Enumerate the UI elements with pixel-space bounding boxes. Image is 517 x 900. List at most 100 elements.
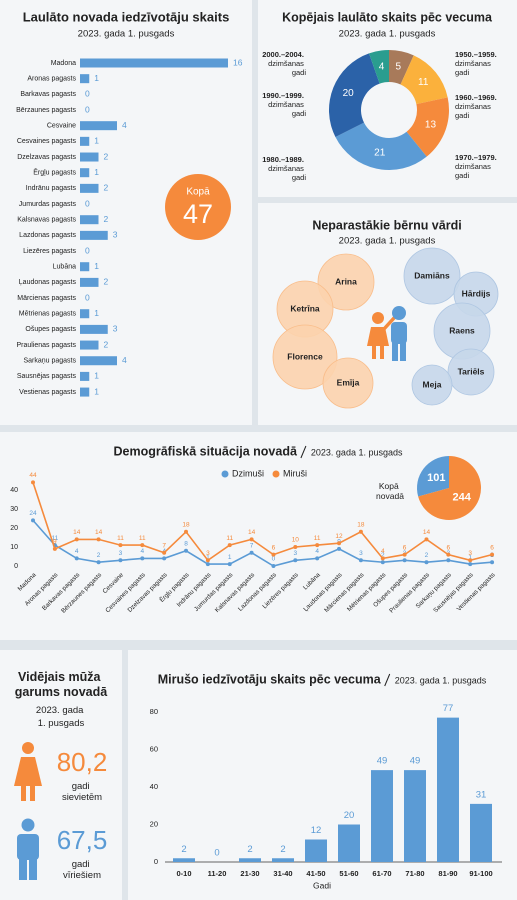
bar	[80, 309, 90, 319]
value-label: 1	[94, 386, 99, 396]
chart-subtitle: 2023. gada 1. pusgads	[339, 29, 436, 40]
chart-subtitle: 2023. gada 1. pusgads	[78, 29, 175, 40]
value-label: 20	[344, 810, 355, 821]
value-label: 9	[53, 539, 57, 546]
category-label: Vestienas pagasts	[19, 389, 76, 396]
value-label: 77	[443, 703, 454, 714]
series-line	[32, 482, 493, 562]
legend-marker	[221, 470, 229, 478]
point	[402, 558, 407, 563]
panel-subtitle: 2023. gada 1. pusgads	[339, 236, 436, 247]
x-axis-label: Gadi	[313, 880, 331, 890]
pie-label: Kopā novadā	[376, 481, 404, 501]
category-label: Madona	[51, 60, 76, 67]
name-bubble	[411, 364, 453, 406]
name-label: Emīja	[337, 377, 360, 387]
value-label: 1	[94, 73, 99, 83]
donut-segment	[369, 50, 389, 84]
value-label: 11	[51, 535, 58, 542]
value-label: 11	[418, 77, 429, 88]
category-label: 2000.–2004. dzimšanas gadi	[262, 50, 306, 77]
value-label: 12	[335, 533, 343, 540]
bar	[470, 803, 492, 862]
value-label: 3	[113, 230, 118, 240]
bar	[437, 717, 459, 862]
point	[31, 518, 35, 523]
bar	[80, 215, 99, 225]
category-label: Dzelzavas pagasts	[17, 154, 76, 161]
title-separator	[300, 445, 307, 459]
name-bubble	[322, 357, 374, 409]
name-bubble	[272, 324, 338, 390]
chart-title: Demogrāfiskā situācija novadā	[114, 444, 298, 458]
name-label: Florence	[287, 351, 323, 361]
point	[271, 564, 276, 568]
name-label: Raens	[449, 325, 475, 335]
point	[424, 560, 429, 565]
donut-segment	[389, 50, 414, 85]
value-label: 1	[94, 167, 99, 177]
point	[468, 558, 473, 563]
point	[205, 562, 210, 567]
x-tick-label: 51-60	[339, 869, 358, 878]
bar	[80, 340, 99, 350]
point	[140, 543, 145, 548]
donut-segment	[329, 53, 380, 138]
value-label: 3	[294, 550, 298, 557]
point	[315, 543, 320, 548]
panel-title: Neparastākie bērnu vārdi	[312, 218, 461, 232]
value-label: 49	[377, 756, 388, 767]
value-label: 2	[104, 277, 109, 287]
point	[74, 537, 79, 542]
point	[184, 548, 189, 553]
name-bubble	[317, 253, 375, 311]
point	[446, 558, 451, 563]
value-label: 1	[94, 308, 99, 318]
value-label: 11	[226, 535, 233, 542]
point	[249, 550, 254, 555]
value-label: 6	[272, 544, 276, 551]
point	[118, 558, 123, 563]
category-label: Lubāna	[53, 264, 76, 271]
value-label: 16	[233, 57, 243, 67]
y-tick-label: 0	[14, 563, 18, 570]
point	[184, 529, 189, 534]
value-label: 4	[122, 120, 127, 130]
y-tick-label: 10	[10, 544, 18, 551]
point	[293, 558, 298, 563]
total-value: 47	[183, 199, 213, 229]
value-label: 6	[447, 544, 451, 551]
bar	[80, 58, 228, 68]
point	[380, 556, 385, 561]
y-tick-label: 80	[150, 707, 158, 716]
category-label: Lazdonas pagasts	[19, 232, 76, 239]
bar	[80, 183, 99, 193]
value-label: 18	[357, 522, 365, 529]
name-label: Arina	[335, 276, 357, 286]
point	[74, 556, 79, 561]
category-label: 1950.–1959. dzimšanas gadi	[455, 50, 499, 77]
series-line	[32, 519, 493, 567]
x-tick-label: 71-80	[405, 869, 424, 878]
point	[140, 556, 145, 561]
category-label: 1970.–1979. dzimšanas gadi	[455, 153, 499, 180]
name-label: Damiāns	[414, 270, 450, 280]
panel-subtitle: 2023. gada 1. pusgads	[36, 705, 86, 729]
donut-segment	[406, 97, 449, 157]
point	[358, 558, 363, 563]
chart-title: Laulāto novada iedzīvotāju skaits	[23, 9, 230, 24]
value-label: 1	[228, 554, 232, 561]
point	[96, 560, 101, 565]
value-label: 3	[119, 550, 123, 557]
name-label: Hārdijs	[462, 288, 491, 298]
value-label: 1	[94, 261, 99, 271]
category-label: Barkavas pagasts	[20, 91, 76, 98]
x-tick-label: 31-40	[273, 869, 292, 878]
woman-icon	[14, 742, 42, 801]
value-label: 244	[453, 492, 472, 504]
point	[424, 537, 429, 542]
value-label: 20	[343, 88, 355, 99]
point	[358, 529, 363, 534]
category-label: Mētrienas pagasts	[19, 311, 77, 318]
bar	[371, 770, 393, 862]
